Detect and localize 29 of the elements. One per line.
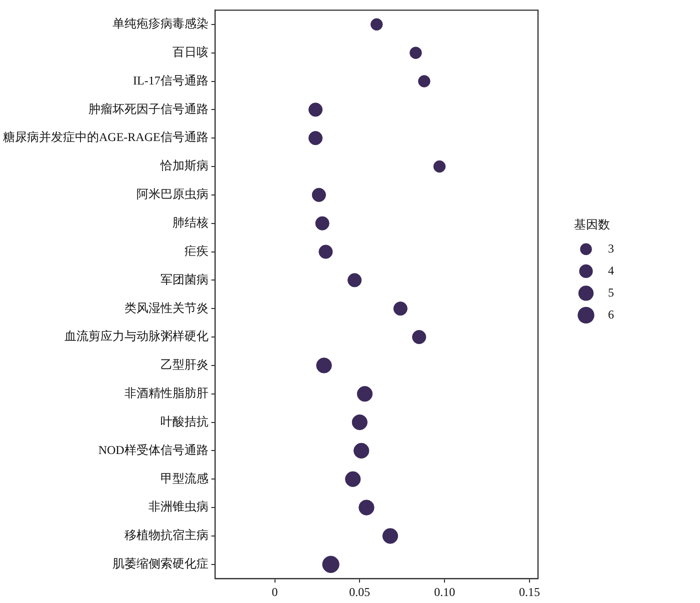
- legend-label: 5: [608, 285, 614, 300]
- y-tick-label: 百日咳: [172, 44, 208, 59]
- legend-label: 6: [608, 307, 614, 322]
- y-tick-label: 乙型肝炎: [160, 358, 208, 372]
- y-tick-label: 肺结核: [172, 216, 208, 230]
- y-tick-label: 血流剪应力与动脉粥样硬化: [64, 329, 208, 344]
- y-tick-label: NOD样受体信号通路: [98, 442, 208, 457]
- y-tick-label: 非酒精性脂肪肝: [124, 386, 208, 400]
- x-tick-label: 0.10: [434, 584, 456, 599]
- x-tick-label: 0.05: [349, 584, 370, 599]
- y-tick-label: 类风湿性关节炎: [124, 300, 208, 315]
- x-tick-label: 0.15: [519, 584, 540, 599]
- y-tick-label: 移植物抗宿主病: [124, 528, 208, 542]
- y-tick-label: 非洲锥虫病: [148, 500, 208, 514]
- y-tick-label: 甲型流感: [160, 471, 208, 486]
- y-tick-label: 阿米巴原虫病: [136, 187, 208, 202]
- y-tick-label: 肿瘤坏死因子信号通路: [88, 102, 208, 116]
- legend-label: 4: [608, 263, 614, 278]
- y-tick-label: 糖尿病并发症中的AGE-RAGE信号通路: [2, 130, 208, 144]
- y-tick-label: 军团菌病: [160, 272, 208, 286]
- y-tick-label: IL-17信号通路: [132, 73, 208, 88]
- y-tick-label: 叶酸拮抗: [160, 414, 208, 428]
- legend-label: 3: [608, 241, 614, 256]
- legend-title: 基因数: [574, 217, 610, 232]
- y-tick-label: 单纯疱疹病毒感染: [112, 16, 208, 31]
- y-tick-label: 疟疾: [184, 244, 208, 258]
- x-tick-label: 0: [272, 584, 278, 599]
- y-tick-label: 恰加斯病: [159, 158, 208, 173]
- y-tick-label: 肌萎缩侧索硬化症: [112, 556, 208, 571]
